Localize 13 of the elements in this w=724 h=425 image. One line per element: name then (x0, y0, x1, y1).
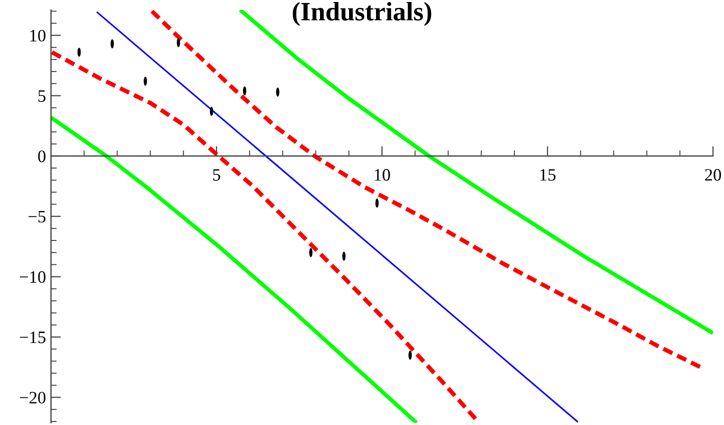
y-tick-label: 0 (38, 150, 46, 162)
x-tick-label: 20 (705, 169, 722, 181)
y-tick-label: −10 (20, 271, 46, 283)
y-tick-label: 5 (38, 90, 46, 102)
y-tick-label: −15 (20, 332, 46, 344)
y-tick-label: 10 (30, 30, 46, 42)
y-tick-label: −5 (28, 211, 46, 223)
x-tick-label: 5 (213, 169, 220, 181)
x-tick-label: 15 (540, 169, 556, 181)
x-tick-label: 10 (374, 169, 390, 181)
chart-title: (Industrials) (292, 2, 432, 26)
y-tick-label: −20 (20, 392, 46, 404)
line-series (51, 116, 418, 423)
